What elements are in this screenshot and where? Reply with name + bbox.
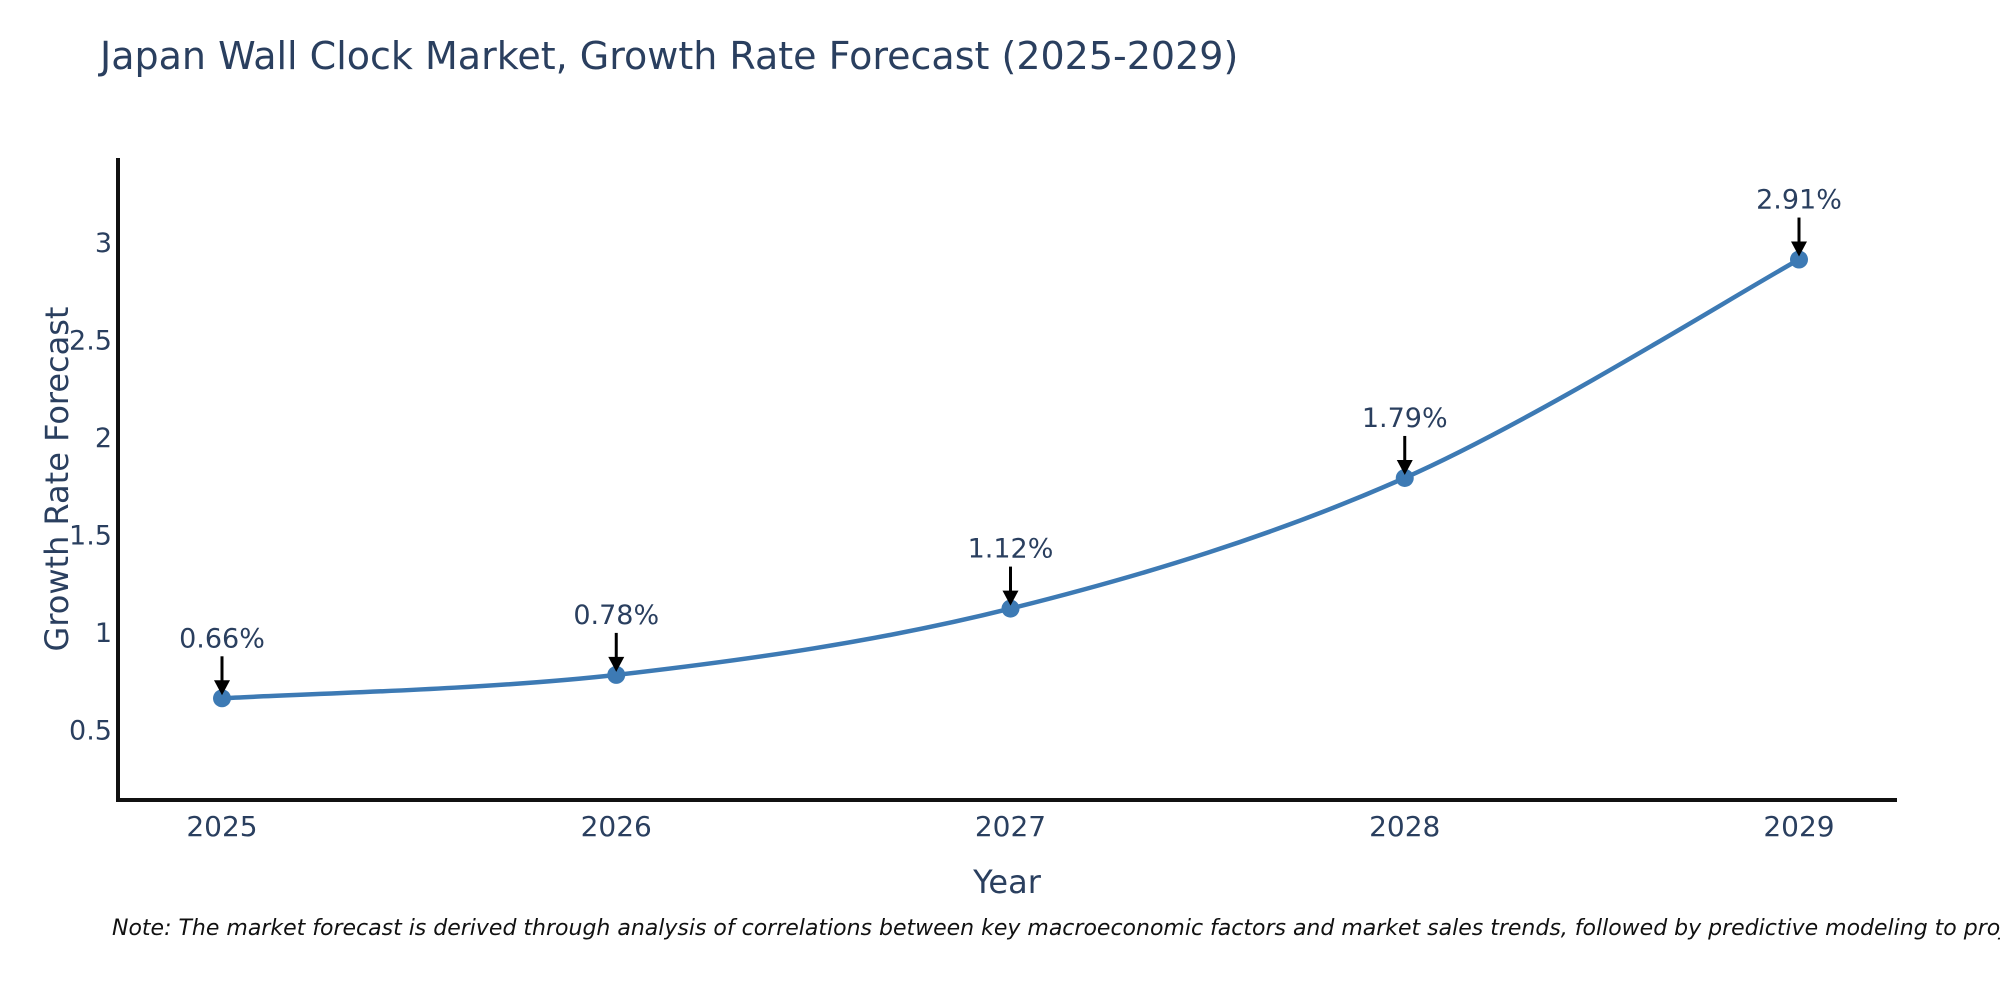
point-value-label: 2.91% [1756,185,1842,216]
chart-title: Japan Wall Clock Market, Growth Rate For… [100,34,1239,78]
point-value-label: 0.78% [573,600,659,631]
x-tick-label: 2029 [1763,810,1834,843]
point-value-label: 1.79% [1362,403,1448,434]
x-tick-label: 2026 [581,810,652,843]
annotation-arrowhead [1002,590,1019,606]
annotation-arrowhead [1396,459,1413,475]
data-point[interactable] [607,665,626,684]
annotation-arrowhead [214,680,230,696]
data-point[interactable] [1790,250,1808,269]
y-tick-label: 0.5 [69,716,112,747]
point-value-label: 1.12% [968,534,1054,565]
y-tick-label: 2 [95,423,112,454]
y-tick-label: 1 [95,618,112,649]
annotation-arrowhead [1791,241,1807,257]
y-axis-title: Growth Rate Forecast [38,306,76,652]
data-point[interactable] [1395,468,1414,487]
chart-note: Note: The market forecast is derived thr… [112,916,2000,941]
point-value-label: 0.66% [179,623,265,654]
x-tick-label: 2027 [975,810,1046,843]
y-tick-label: 2.5 [69,326,112,357]
y-tick-label: 3 [95,228,112,259]
x-tick-label: 2028 [1369,810,1440,843]
x-tick-label: 2025 [186,810,257,843]
data-point[interactable] [1001,599,1020,618]
y-tick-label: 1.5 [69,521,112,552]
trend-line [219,257,1802,701]
data-point[interactable] [213,689,231,708]
x-axis-title: Year [973,863,1041,901]
annotation-arrowhead [608,656,625,672]
